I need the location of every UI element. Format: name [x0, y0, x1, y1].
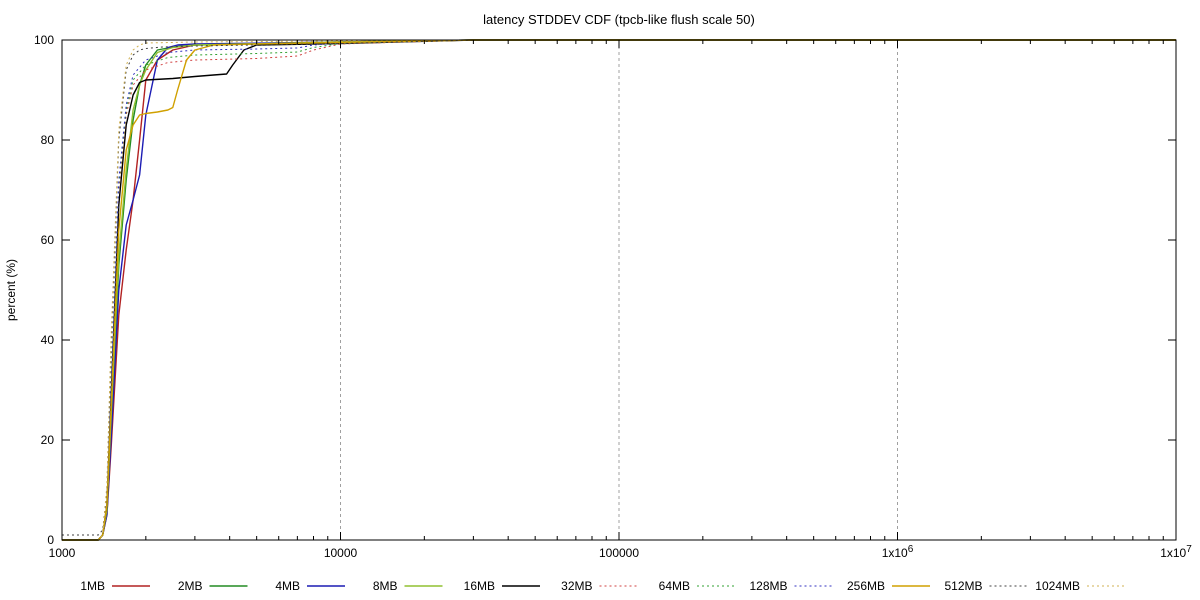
- x-tick-label: 1000: [49, 546, 76, 560]
- legend-label-4mb: 4MB: [275, 579, 300, 593]
- chart-title: latency STDDEV CDF (tpcb-like flush scal…: [483, 12, 755, 27]
- legend-label-16mb: 16MB: [464, 579, 495, 593]
- legend-label-1024mb: 1024MB: [1035, 579, 1080, 593]
- legend-label-256mb: 256MB: [847, 579, 885, 593]
- y-axis-label: percent (%): [4, 259, 18, 321]
- series-lines: [62, 39, 1176, 541]
- legend-label-2mb: 2MB: [178, 579, 203, 593]
- x-tick-label: 1x106: [882, 544, 914, 560]
- series-line-1024mb: [62, 39, 1176, 541]
- legend-label-128mb: 128MB: [749, 579, 787, 593]
- legend-label-512mb: 512MB: [944, 579, 982, 593]
- legend-label-32mb: 32MB: [561, 579, 592, 593]
- legend-label-64mb: 64MB: [659, 579, 690, 593]
- x-tick-label: 100000: [599, 546, 639, 560]
- y-tick-label: 20: [41, 433, 55, 447]
- y-tick-label: 60: [41, 233, 55, 247]
- plot-frame: [61, 39, 1177, 541]
- legend-label-1mb: 1MB: [80, 579, 105, 593]
- y-tick-label: 80: [41, 133, 55, 147]
- axes: 1000 10000 100000 1x106 1x107 0 20 40 60 80 100: [34, 33, 1192, 560]
- y-tick-label: 0: [47, 533, 54, 547]
- y-tick-label: 100: [34, 33, 54, 47]
- legend-label-8mb: 8MB: [373, 579, 398, 593]
- y-tick-label: 40: [41, 333, 55, 347]
- x-tick-label: 1x107: [1160, 544, 1192, 560]
- x-tick-label: 10000: [324, 546, 358, 560]
- grid-lines: [340, 40, 898, 540]
- legend: 1MB 2MB 4MB 8MB 16MB 32MB 64MB 128MB 256MB 512MB 1…: [80, 579, 1125, 593]
- series-line-256mb: [62, 39, 1176, 541]
